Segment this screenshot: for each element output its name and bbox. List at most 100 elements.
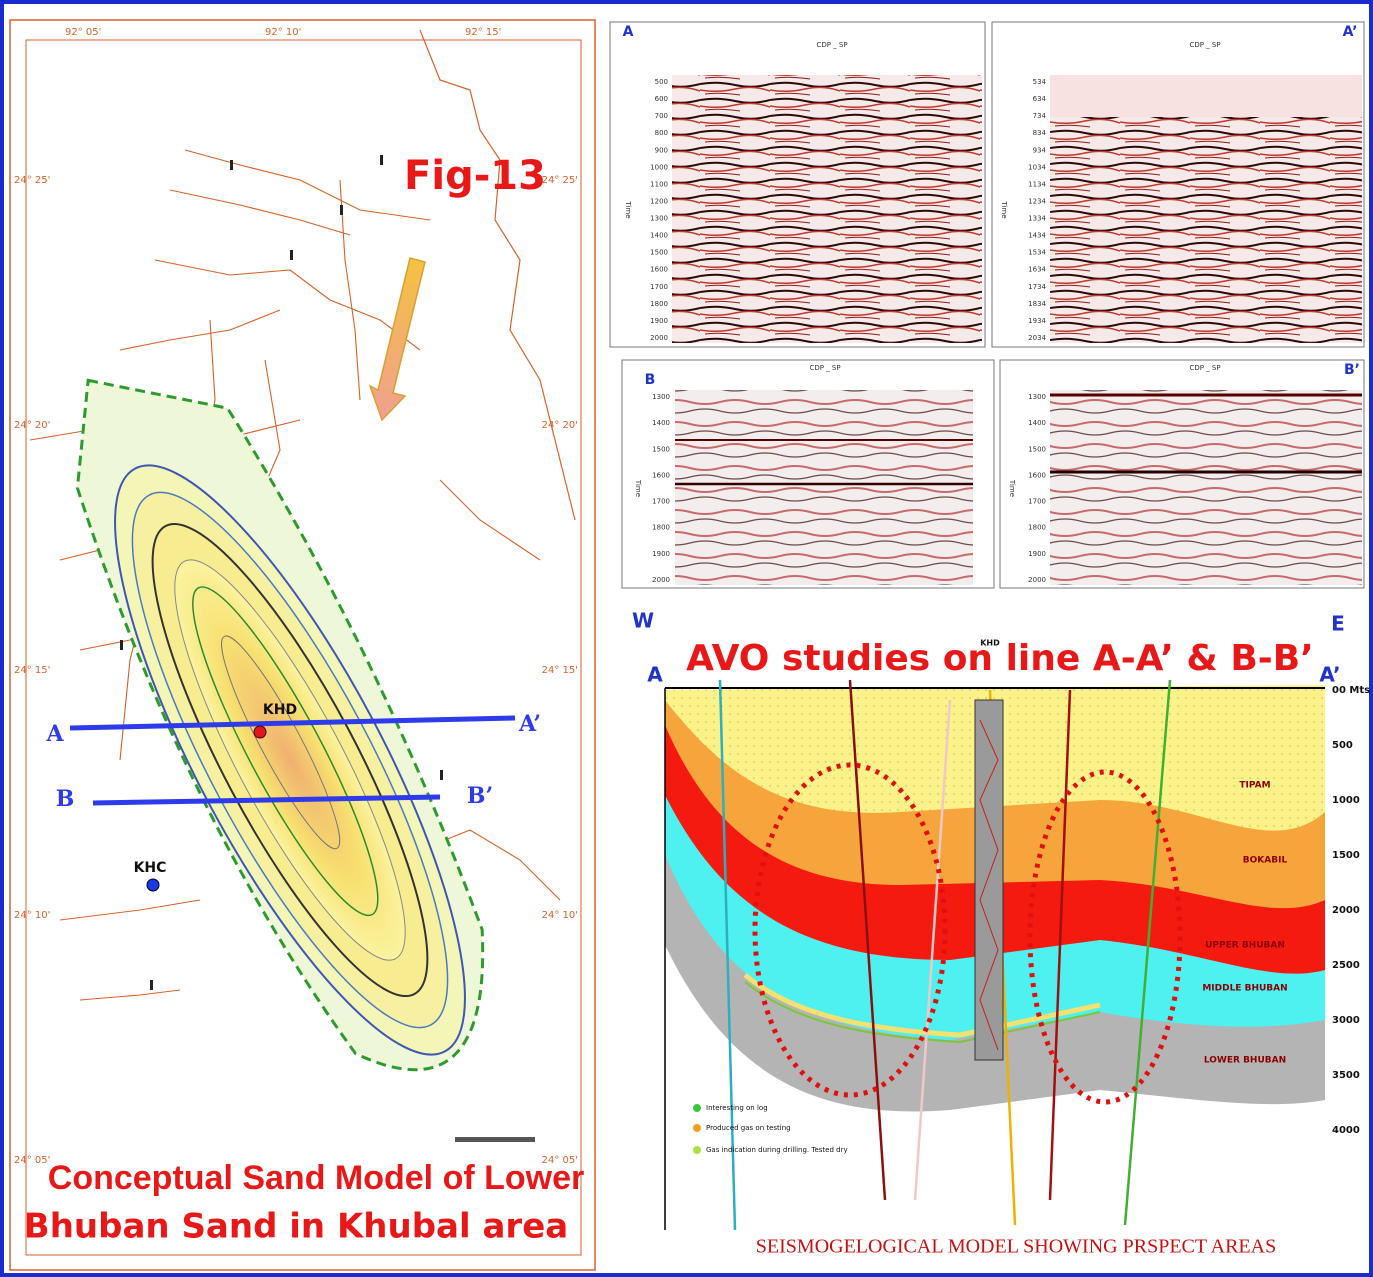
time-tick-label: 1200 bbox=[650, 197, 668, 205]
seismic-panels bbox=[610, 22, 1364, 588]
figure: Fig-13 Conceptual Sand Model of Lower Bhub… bbox=[0, 0, 1373, 1277]
time-tick-label: 1300 bbox=[650, 215, 668, 223]
latitude-label: 24° 25' bbox=[14, 175, 50, 186]
depth-label: 1500 bbox=[1332, 850, 1360, 861]
time-tick-label: 1300 bbox=[652, 393, 670, 401]
time-tick-label: 1700 bbox=[650, 283, 668, 291]
latitude-label: 24° 05' bbox=[542, 1155, 578, 1166]
axis-title: CDP _ SP bbox=[809, 364, 840, 372]
time-tick-label: 1400 bbox=[650, 232, 668, 240]
time-tick-label: 2000 bbox=[1028, 576, 1046, 584]
section-line-label: A’ bbox=[518, 711, 541, 737]
depth-label: 00 Mts bbox=[1332, 685, 1370, 696]
time-tick-label: 834 bbox=[1033, 129, 1047, 137]
time-tick-label: 900 bbox=[655, 146, 668, 154]
axis-title: CDP _ SP bbox=[816, 41, 847, 49]
panel-label: B bbox=[645, 372, 656, 388]
model-title: AVO studies on line A-A’ & B-B’ bbox=[686, 638, 1314, 679]
time-tick-label: 1600 bbox=[650, 266, 668, 274]
y-axis-label: Time bbox=[634, 479, 642, 497]
well-khd bbox=[254, 726, 266, 738]
longitude-label: 92° 15' bbox=[465, 27, 501, 38]
depth-label: 500 bbox=[1332, 740, 1353, 751]
panel-label: A’ bbox=[1343, 24, 1358, 40]
latitude-label: 24° 05' bbox=[14, 1155, 50, 1166]
depth-label: 3000 bbox=[1332, 1015, 1360, 1026]
time-tick-label: 1800 bbox=[1028, 524, 1046, 532]
panel-label: B’ bbox=[1344, 362, 1360, 378]
time-tick-label: 600 bbox=[655, 95, 668, 103]
depth-label: 4000 bbox=[1332, 1125, 1360, 1136]
well-khc bbox=[147, 879, 159, 891]
time-tick-label: 1834 bbox=[1028, 300, 1046, 308]
time-tick-label: 2034 bbox=[1028, 334, 1046, 342]
time-tick-label: 1134 bbox=[1028, 180, 1046, 188]
time-tick-label: 1534 bbox=[1028, 249, 1046, 257]
time-tick-label: 1600 bbox=[1028, 471, 1046, 479]
time-tick-label: 1234 bbox=[1028, 197, 1046, 205]
time-tick-label: 1700 bbox=[652, 498, 670, 506]
axis-title: CDP _ SP bbox=[1189, 364, 1220, 372]
fig-label: Fig-13 bbox=[404, 153, 546, 199]
time-tick-label: 1700 bbox=[1028, 498, 1046, 506]
time-tick-label: 1500 bbox=[1028, 445, 1046, 453]
west-label: W bbox=[632, 609, 654, 633]
layer-label: UPPER BHUBAN bbox=[1205, 941, 1285, 951]
layer-label: BOKABIL bbox=[1243, 856, 1288, 866]
section-line-label: A bbox=[45, 721, 64, 747]
time-tick-label: 1100 bbox=[650, 180, 668, 188]
time-tick-label: 1934 bbox=[1028, 317, 1046, 325]
time-tick-label: 634 bbox=[1033, 95, 1047, 103]
time-tick-label: 1400 bbox=[1028, 419, 1046, 427]
seismogeological-model bbox=[610, 598, 1367, 1270]
latitude-label: 24° 20' bbox=[14, 420, 50, 431]
legend-entry: Produced gas on testing bbox=[706, 1124, 791, 1132]
time-tick-label: 1900 bbox=[652, 550, 670, 558]
well-label: KHD bbox=[263, 702, 297, 718]
section-line-label: B’ bbox=[467, 783, 493, 809]
time-tick-label: 1900 bbox=[1028, 550, 1046, 558]
latitude-label: 24° 10' bbox=[542, 910, 578, 921]
latitude-label: 24° 25' bbox=[542, 175, 578, 186]
time-tick-label: 734 bbox=[1033, 112, 1047, 120]
time-tick-label: 2000 bbox=[652, 576, 670, 584]
time-tick-label: 1034 bbox=[1028, 163, 1046, 171]
time-tick-label: 500 bbox=[655, 78, 668, 86]
axis-title: CDP _ SP bbox=[1189, 41, 1220, 49]
latitude-label: 24° 15' bbox=[542, 665, 578, 676]
latitude-label: 24° 20' bbox=[542, 420, 578, 431]
map-panel bbox=[3, 20, 595, 1270]
time-tick-label: 1734 bbox=[1028, 283, 1046, 291]
line-start-label: A bbox=[647, 663, 663, 687]
time-tick-label: 534 bbox=[1033, 78, 1047, 86]
time-tick-label: 1600 bbox=[652, 471, 670, 479]
latitude-label: 24° 10' bbox=[14, 910, 50, 921]
time-tick-label: 934 bbox=[1033, 146, 1047, 154]
time-tick-label: 700 bbox=[655, 112, 668, 120]
depth-label: 2500 bbox=[1332, 960, 1360, 971]
layer-label: LOWER BHUBAN bbox=[1204, 1056, 1286, 1066]
map-caption: Bhuban Sand in Khubal area bbox=[24, 1207, 568, 1247]
y-axis-label: Time bbox=[624, 200, 632, 218]
time-tick-label: 1800 bbox=[652, 524, 670, 532]
time-tick-label: 1800 bbox=[650, 300, 668, 308]
time-tick-label: 1500 bbox=[650, 249, 668, 257]
y-axis-label: Time bbox=[1008, 479, 1016, 497]
model-caption: SEISMOGELOGICAL MODEL SHOWING PRSPECT AR… bbox=[756, 1236, 1276, 1258]
map-caption: Conceptual Sand Model of Lower bbox=[48, 1159, 584, 1197]
longitude-label: 92° 05' bbox=[65, 27, 101, 38]
time-tick-label: 1900 bbox=[650, 317, 668, 325]
layer-label: MIDDLE BHUBAN bbox=[1202, 984, 1287, 994]
east-label: E bbox=[1331, 612, 1345, 636]
legend-entry: Gas indication during drilling. Tested d… bbox=[706, 1146, 848, 1154]
latitude-label: 24° 15' bbox=[14, 665, 50, 676]
y-axis-label: Time bbox=[1000, 200, 1008, 218]
time-tick-label: 1000 bbox=[650, 163, 668, 171]
depth-label: 3500 bbox=[1332, 1070, 1360, 1081]
time-tick-label: 1434 bbox=[1028, 232, 1046, 240]
panel-label: A bbox=[623, 24, 634, 40]
time-tick-label: 1634 bbox=[1028, 266, 1046, 274]
time-tick-label: 1500 bbox=[652, 445, 670, 453]
well-label: KHD bbox=[980, 639, 1000, 648]
time-tick-label: 1400 bbox=[652, 419, 670, 427]
